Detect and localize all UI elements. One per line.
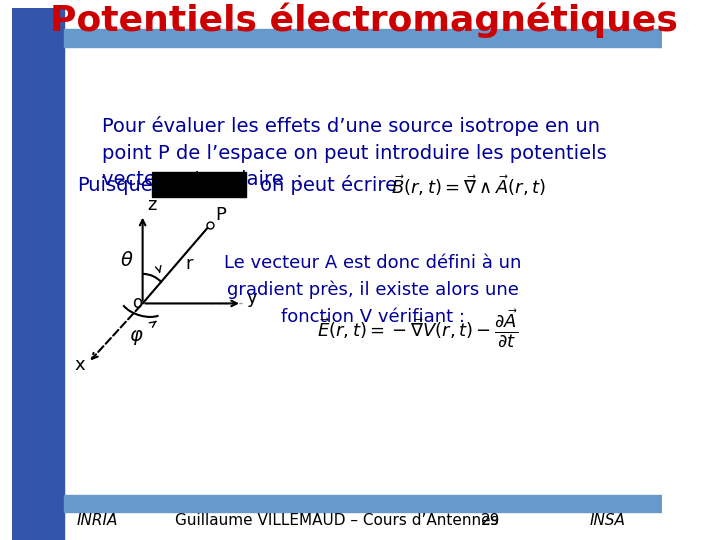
Text: 29: 29: [480, 513, 500, 528]
Bar: [64, 495, 662, 512]
Text: x: x: [75, 356, 86, 374]
Text: $\theta$: $\theta$: [120, 251, 134, 270]
Bar: [64, 8, 662, 42]
Text: o: o: [132, 294, 142, 312]
Bar: [152, 172, 246, 197]
Text: Guillaume VILLEMAUD – Cours d’Antennes: Guillaume VILLEMAUD – Cours d’Antennes: [175, 513, 498, 528]
Text: P: P: [215, 206, 226, 224]
Bar: [12, 8, 64, 540]
Text: on peut écrire: on peut écrire: [260, 175, 397, 195]
Text: Puisque: Puisque: [77, 176, 153, 194]
Text: Potentiels électromagnétiques: Potentiels électromagnétiques: [50, 3, 678, 38]
Text: Le vecteur A est donc défini à un
gradient près, il existe alors une
fonction V : Le vecteur A est donc défini à un gradie…: [224, 254, 521, 326]
Text: $\vec{B}(r,t)=\vec{\nabla}\wedge\vec{A}(r,t)$: $\vec{B}(r,t)=\vec{\nabla}\wedge\vec{A}(…: [391, 173, 546, 198]
Text: INRIA: INRIA: [77, 513, 118, 528]
Text: y: y: [246, 289, 257, 307]
Text: z: z: [147, 196, 156, 214]
Text: $\vec{E}(r,t)=-\vec{\nabla}V(r,t)-\dfrac{\partial\vec{A}}{\partial t}$: $\vec{E}(r,t)=-\vec{\nabla}V(r,t)-\dfrac…: [318, 307, 518, 349]
Text: $\varphi$: $\varphi$: [129, 328, 144, 347]
Bar: [64, 29, 662, 47]
Text: INSA: INSA: [590, 513, 626, 528]
Text: Pour évaluer les effets d’une source isotrope en un
point P de l’espace on peut : Pour évaluer les effets d’une source iso…: [102, 116, 607, 189]
Text: r: r: [185, 255, 192, 273]
